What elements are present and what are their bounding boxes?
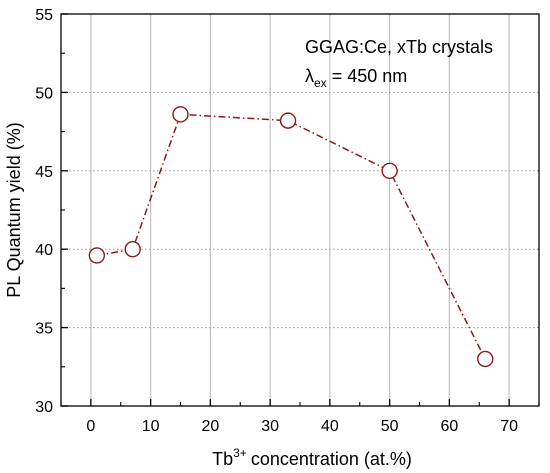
y-tick-label-1: 35 [35,321,53,338]
annotation-excitation: λex = 450 nm [305,66,407,90]
data-point-5 [477,350,494,368]
x-tick-label-2: 20 [201,418,219,435]
grid [61,14,539,406]
y-tick-label-3: 45 [35,164,53,181]
x-tick-label-7: 70 [500,418,518,435]
data-point-3 [279,112,297,129]
x-tick-label-6: 60 [440,418,458,435]
x-tick-label-4: 40 [321,418,339,435]
y-tick-label-0: 30 [35,399,53,416]
series-line-0 [96,113,486,360]
annotation-lambda: λ [305,66,314,86]
data-point-0 [88,247,106,264]
data-point-4 [381,162,398,180]
x-axis-title-prefix: Tb [212,449,233,469]
y-tick-label-5: 55 [35,7,53,24]
x-axis-title-superscript: 3+ [233,446,247,460]
tick-labels: 0 10 20 30 40 50 60 70 30 35 40 45 50 55 [35,7,518,435]
data-point-2 [172,106,189,123]
x-tick-label-0: 0 [86,418,95,435]
plot-frame [60,13,540,407]
series-line [96,113,486,360]
x-tick-label-3: 30 [261,418,279,435]
axes [60,13,540,407]
annotation-value: = 450 nm [327,66,408,86]
annotation-subscript: ex [314,76,327,90]
x-tick-label-5: 50 [381,418,399,435]
annotation-sample: GGAG:Ce, xTb crystals [305,37,493,57]
series-markers [88,106,494,368]
y-tick-label-4: 50 [35,85,53,102]
data-point-1 [124,240,141,258]
x-tick-label-1: 10 [142,418,160,435]
y-tick-label-2: 40 [35,242,53,259]
x-axis-title: Tb3+ concentration (at.%) [212,446,412,469]
x-axis-title-rest: concentration (at.%) [251,449,412,469]
y-axis-title: PL Quantum yield (%) [4,122,24,297]
